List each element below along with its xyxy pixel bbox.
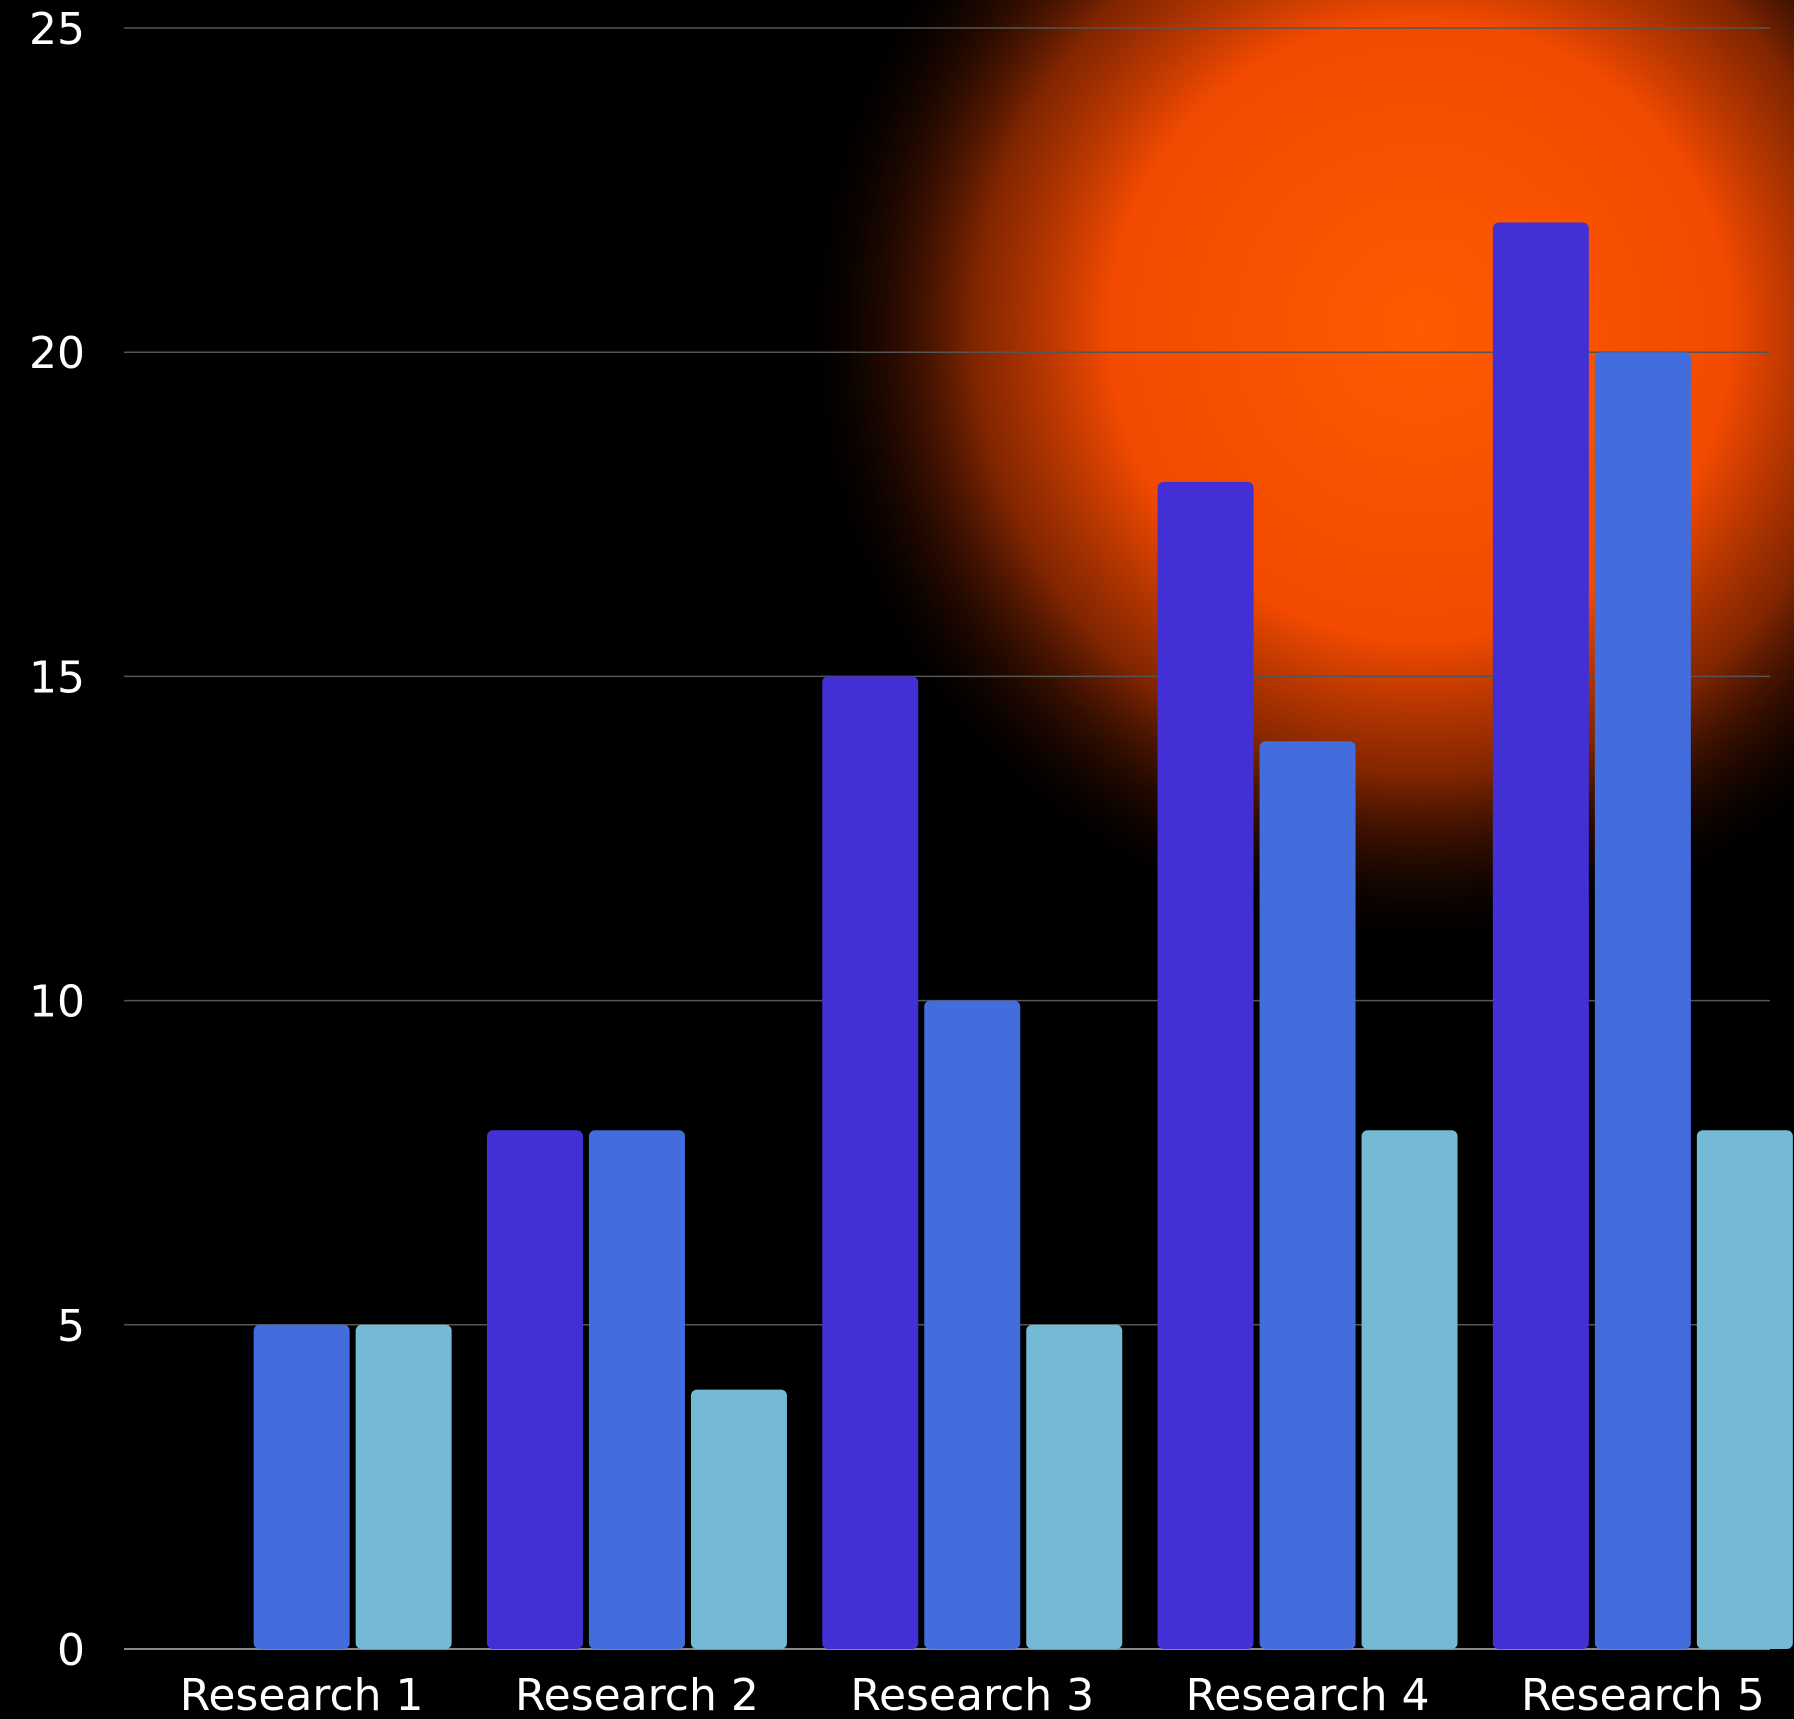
x-tick-label: Research 1 <box>180 1670 424 1719</box>
y-tick-label: 15 <box>29 652 85 703</box>
y-tick-label: 25 <box>29 4 85 55</box>
bar-3-series-1 <box>822 676 919 1649</box>
y-tick-label: 5 <box>57 1301 85 1352</box>
y-axis-ticks: 0 5 10 15 20 25 <box>29 4 85 1676</box>
bar-2-series-3 <box>690 1389 787 1649</box>
bar-2-series-2 <box>588 1130 685 1649</box>
bar-4-series-1 <box>1157 481 1254 1649</box>
bar-4-series-2 <box>1259 741 1356 1649</box>
bar-5-series-3 <box>1696 1130 1793 1649</box>
x-tick-label: Research 3 <box>850 1670 1094 1719</box>
y-tick-label: 0 <box>57 1625 85 1676</box>
x-axis-ticks: Research 1 Research 2 Research 3 Research 4… <box>180 1670 1765 1719</box>
x-tick-label: Research 5 <box>1521 1670 1765 1719</box>
x-tick-label: Research 4 <box>1186 1670 1430 1719</box>
bar-3-series-2 <box>924 1000 1021 1649</box>
x-tick-label: Research 2 <box>515 1670 759 1719</box>
bar-2-series-1 <box>486 1130 583 1649</box>
y-tick-label: 20 <box>29 328 85 379</box>
bar-1-series-2 <box>253 1324 350 1649</box>
bar-5-series-2 <box>1594 352 1691 1650</box>
bar-1-series-3 <box>355 1324 452 1649</box>
bar-3-series-3 <box>1026 1324 1123 1649</box>
bars <box>253 222 1793 1650</box>
bar-4-series-3 <box>1361 1130 1458 1649</box>
y-tick-label: 10 <box>29 977 85 1028</box>
bar-5-series-1 <box>1492 222 1589 1649</box>
